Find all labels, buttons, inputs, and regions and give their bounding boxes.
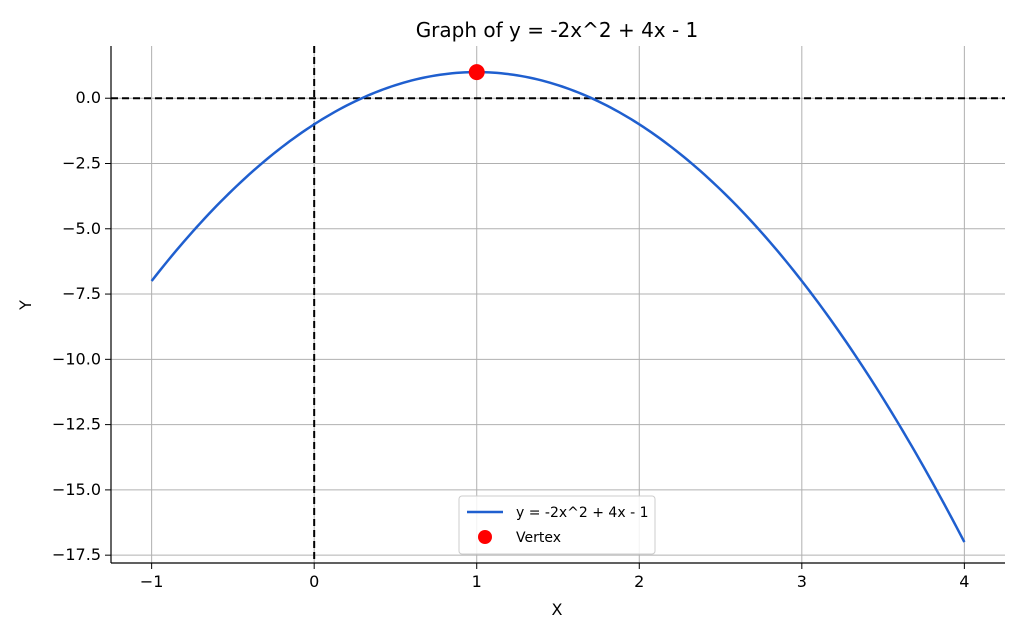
x-axis-label: X: [552, 600, 563, 619]
y-tick-label: 0.0: [76, 88, 101, 107]
legend: y = -2x^2 + 4x - 1 Vertex: [458, 495, 656, 555]
y-tick-label: −17.5: [52, 545, 101, 564]
ticks-layer: −1 0 1 2 3 4 0.0 −2.5 −5.0 −7.5 −10.0 −12.5 −15.0 −17…: [52, 88, 969, 591]
reference-lines: [111, 46, 1005, 563]
y-tick-label: −10.0: [52, 349, 101, 368]
x-tick-label: −1: [140, 572, 164, 591]
y-axis-label: Y: [16, 300, 35, 311]
axes-layer: [110, 46, 1005, 564]
series-line-curve: [150, 70, 966, 543]
legend-label-vertex: Vertex: [516, 530, 561, 546]
y-tick-label: −7.5: [62, 284, 101, 303]
y-tick-label: −5.0: [62, 219, 101, 238]
series-layer: [150, 64, 966, 543]
grid-layer: [111, 46, 1005, 563]
y-tick-label: −12.5: [52, 415, 101, 434]
y-tick-label: −15.0: [52, 480, 101, 499]
x-tick-label: 2: [634, 572, 644, 591]
x-tick-label: 1: [472, 572, 482, 591]
y-tick-label: −2.5: [62, 154, 101, 173]
x-tick-label: 4: [959, 572, 969, 591]
x-tick-label: 0: [309, 572, 319, 591]
x-tick-label: 3: [797, 572, 807, 591]
legend-box: [458, 495, 656, 555]
vertex-point: [468, 64, 485, 81]
chart-title: Graph of y = -2x^2 + 4x - 1: [416, 18, 699, 42]
legend-marker-vertex: [478, 530, 492, 544]
legend-label-curve: y = -2x^2 + 4x - 1: [516, 505, 648, 521]
